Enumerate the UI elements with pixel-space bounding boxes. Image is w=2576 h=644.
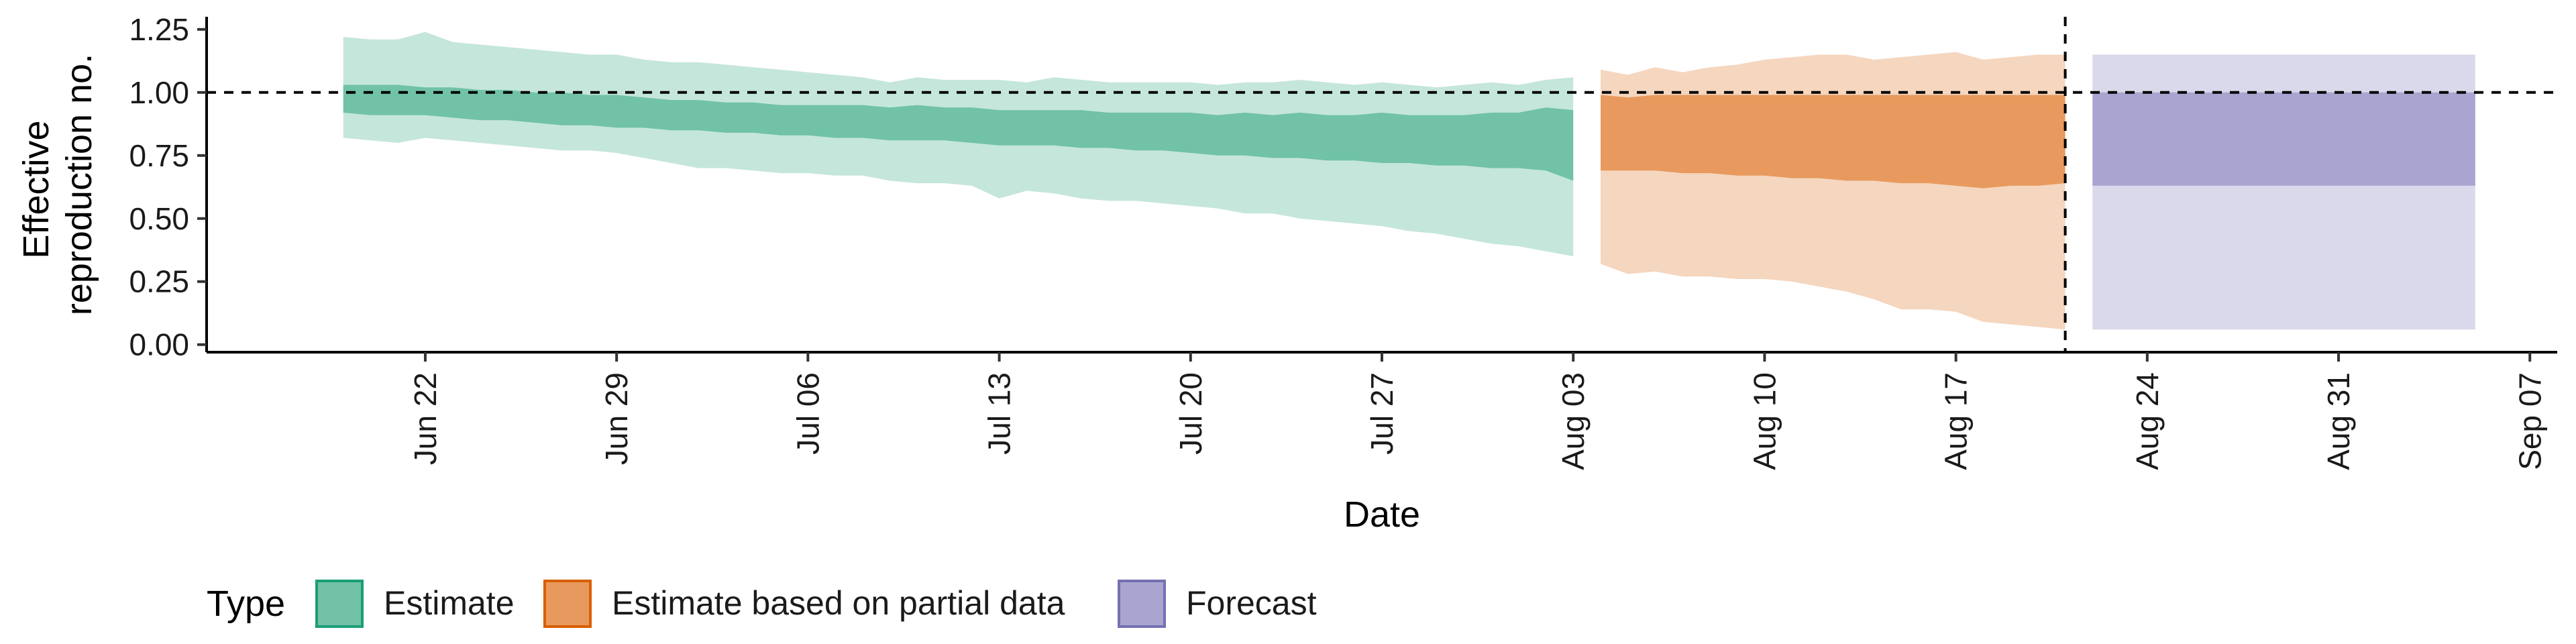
legend-key-estimate <box>315 580 364 628</box>
band-layer <box>343 32 2475 330</box>
x-tick-label: Aug 31 <box>2321 372 2356 470</box>
x-tick-label: Jul 20 <box>1173 372 1208 455</box>
x-tick-label: Jun 29 <box>599 372 634 465</box>
x-tick-label: Sep 07 <box>2512 372 2547 470</box>
legend-title: Type <box>207 584 285 624</box>
x-axis-title: Date <box>1344 494 1420 535</box>
y-tick-label: 0.00 <box>129 327 189 362</box>
x-tick-label: Aug 10 <box>1747 372 1782 470</box>
x-tick-label: Jul 27 <box>1364 372 1399 455</box>
x-tick-label: Aug 24 <box>2130 372 2165 470</box>
legend: Type Estimate Estimate based on partial d… <box>207 580 1317 628</box>
x-tick-label: Aug 17 <box>1939 372 1974 470</box>
x-tick-label: Jul 13 <box>982 372 1017 455</box>
legend-key-forecast <box>1118 580 1166 628</box>
x-tick-label: Jun 22 <box>408 372 443 465</box>
y-axis-title-line-2: reproduction no. <box>59 54 99 315</box>
x-tick-label: Aug 03 <box>1556 372 1591 470</box>
y-tick-label: 0.50 <box>129 201 189 236</box>
y-axis-title: Effective reproduction no. <box>16 54 99 315</box>
legend-label-forecast: Forecast <box>1186 584 1317 622</box>
y-axis-title-line-1: Effective <box>16 120 56 258</box>
x-ticks: Jun 22 Jun 29 Jul 06 Jul 13 Jul 20 Jul 27 Aug … <box>408 352 2547 470</box>
forecast-band-50 <box>2092 92 2475 186</box>
legend-label-estimate-based-on-partial-data: Estimate based on partial data <box>612 584 1065 622</box>
y-tick-label: 0.25 <box>129 264 189 299</box>
legend-label-estimate: Estimate <box>384 584 515 622</box>
reference-lines <box>207 17 2557 352</box>
y-tick-label: 1.00 <box>129 75 189 110</box>
x-tick-label: Jul 06 <box>790 372 825 455</box>
y-tick-label: 1.25 <box>129 12 189 47</box>
estimate-band-50 <box>343 85 1574 181</box>
y-tick-label: 0.75 <box>129 138 189 173</box>
estimate-band-90 <box>343 32 1574 257</box>
legend-key-estimate-based-on-partial-data <box>543 580 592 628</box>
y-ticks: 0.00 0.25 0.50 0.75 1.00 1.25 <box>129 12 207 362</box>
estimate-based-on-partial-data-band-50 <box>1601 95 2065 189</box>
